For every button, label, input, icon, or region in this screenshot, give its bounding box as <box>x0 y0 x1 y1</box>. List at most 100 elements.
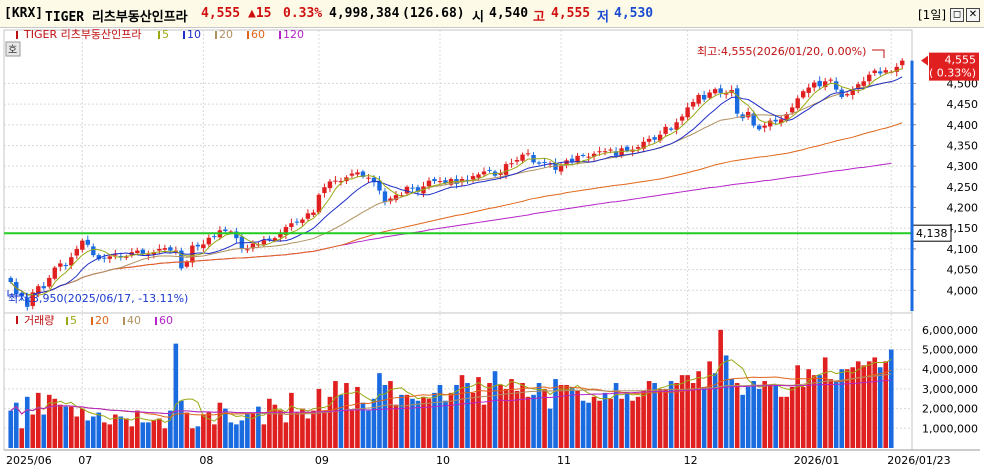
volume-bar <box>872 357 878 448</box>
volume-legend-swatch <box>123 317 125 325</box>
candle-body <box>283 226 289 235</box>
current-price-arrow <box>921 55 928 66</box>
candle-body <box>856 84 861 90</box>
volume-bar <box>597 400 602 448</box>
volume-bar <box>157 418 162 448</box>
volume-bar <box>707 361 712 448</box>
price-axis-label: 4,350 <box>947 139 979 152</box>
volume-bar <box>399 394 404 448</box>
period-selector[interactable]: [1일] <box>918 8 947 22</box>
volume-bar <box>289 392 294 448</box>
close-icon[interactable]: ✕ <box>966 8 980 22</box>
price-change-pct: 0.33% <box>283 6 323 21</box>
price-legend-marker <box>16 31 18 39</box>
volume-bar <box>674 383 679 448</box>
candle-body <box>883 70 888 73</box>
volume-bar <box>371 398 377 448</box>
price-ma20-line <box>10 80 892 296</box>
candle-body <box>327 181 333 189</box>
candle-body <box>124 256 129 258</box>
volume-bar <box>333 381 338 448</box>
instrument-name[interactable]: TIGER 리츠부동산인프라 <box>45 10 188 25</box>
candle-body <box>470 176 476 180</box>
volume-bar <box>558 384 564 448</box>
candle-body <box>85 239 90 245</box>
open-label: 시 <box>472 10 484 25</box>
candle-body <box>206 237 212 245</box>
price-axis-label: 4,200 <box>947 202 979 215</box>
volume-bar <box>641 390 646 448</box>
candle-body <box>509 163 514 165</box>
price-axis-label: 4,400 <box>947 119 979 132</box>
candle-body <box>586 156 591 158</box>
volume-bar <box>520 383 525 448</box>
candle-body <box>641 141 646 149</box>
volume-bar <box>305 418 311 448</box>
volume-bar <box>850 367 856 448</box>
candle-body <box>69 257 74 266</box>
side-panel-button[interactable] <box>5 41 21 57</box>
date-axis-label: 10 <box>436 454 450 467</box>
price-axis-label: 4,300 <box>947 160 979 173</box>
hline-value-label: 4,138 <box>916 227 948 240</box>
candle-body <box>663 126 668 134</box>
candle-body <box>575 155 580 163</box>
candle-body <box>74 248 79 256</box>
candle-body <box>146 254 151 256</box>
candle-body <box>338 181 344 183</box>
volume-bar <box>575 390 580 448</box>
candle-body <box>8 277 13 283</box>
open-price: 4,540 <box>489 6 529 21</box>
candle-body <box>19 292 24 297</box>
volume-bar <box>234 424 239 448</box>
volume-axis-label: 3,000,000 <box>922 383 978 396</box>
volume-bar <box>817 375 823 448</box>
volume-bar <box>250 412 256 448</box>
volume-legend-ma20: 20 <box>95 314 109 327</box>
candle-body <box>789 107 795 113</box>
trade-volume: 4,998,384 <box>329 6 400 21</box>
volume-bar <box>861 365 867 448</box>
candle-body <box>58 263 63 267</box>
candle-body <box>487 169 492 171</box>
restore-icon[interactable]: ◻ <box>950 8 964 22</box>
candle-body <box>91 246 96 256</box>
volume-bar <box>261 424 267 448</box>
volume-legend-name: 거래량 <box>24 314 54 327</box>
candle-body <box>300 219 305 223</box>
price-ma10-line <box>10 76 903 296</box>
high-label: 고 <box>533 10 545 25</box>
volume-bar <box>487 383 492 448</box>
volume-bar <box>13 402 19 448</box>
volume-bar <box>140 422 146 448</box>
candle-body <box>558 165 564 172</box>
volume-bar <box>179 400 184 448</box>
candle-body <box>47 277 52 287</box>
trade-amount: (126.68) <box>402 6 465 21</box>
candle-body <box>657 134 663 141</box>
volume-bar <box>833 381 839 448</box>
market-code: [KRX] <box>4 6 44 21</box>
candle-body <box>36 286 41 295</box>
candle-body <box>245 249 250 251</box>
candle-body <box>652 137 657 140</box>
volume-bar <box>311 410 316 448</box>
stock-chart[interactable]: 4,500 4,450 4,400 4,350 4,300 4,250 4,200 4,150… <box>0 28 984 472</box>
price-legend-ma120: 120 <box>283 28 304 41</box>
volume-bar <box>701 386 707 448</box>
candle-body <box>778 119 784 124</box>
candle-body <box>201 244 206 249</box>
volume-bar <box>476 377 481 448</box>
low-annotation-pointer <box>7 290 20 297</box>
candle-body <box>817 80 822 87</box>
candle-body <box>894 66 899 72</box>
volume-bar <box>547 408 553 448</box>
candle-body <box>476 174 481 178</box>
candle-body <box>861 81 866 86</box>
candle-body <box>30 292 35 307</box>
candle-body <box>223 229 228 232</box>
current-price-pct: ( 0.33%) <box>929 67 976 80</box>
date-axis-label: 08 <box>199 454 213 467</box>
candle-body <box>701 94 707 100</box>
volume-bar <box>866 361 872 448</box>
